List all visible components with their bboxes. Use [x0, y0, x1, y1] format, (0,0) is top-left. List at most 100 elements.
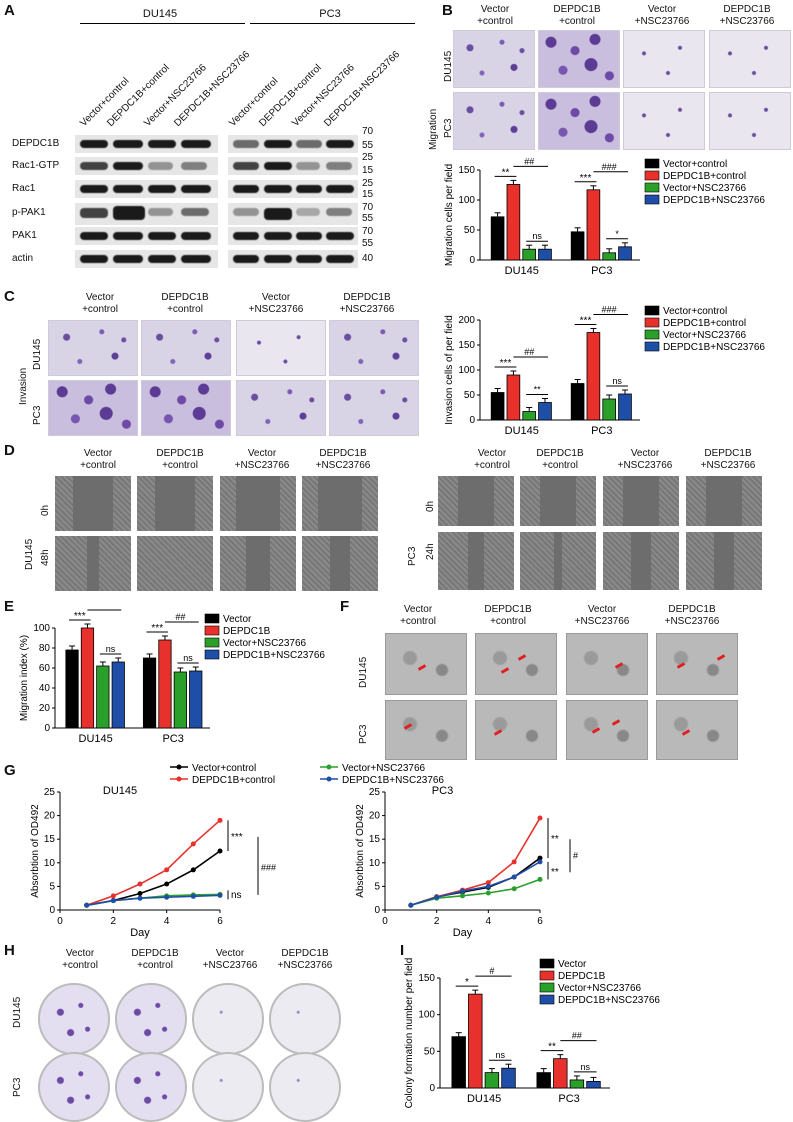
- sig-label: *: [465, 977, 469, 988]
- blot-row-label: PAK1: [12, 230, 37, 241]
- mw-marker: 55: [362, 213, 374, 224]
- colony-dish: [115, 1052, 187, 1122]
- y-axis-label: Migration index (%): [19, 635, 30, 721]
- y-tick-label: 200: [458, 315, 475, 326]
- phase-image: [385, 700, 467, 760]
- legend-label: Vector: [223, 614, 252, 625]
- bar: [65, 649, 79, 729]
- migration-image: [709, 30, 791, 88]
- blot-strip: [75, 157, 218, 175]
- data-point: [537, 859, 543, 865]
- series-line: [410, 861, 541, 907]
- legend-label: DEPDC1B+control: [663, 171, 746, 182]
- wound-image: [55, 536, 131, 591]
- data-point: [137, 890, 143, 896]
- mw-marker: 40: [362, 253, 374, 264]
- legend-swatch: [644, 317, 660, 328]
- y-tick-label: 60: [39, 663, 51, 674]
- blot-strip: [228, 135, 358, 153]
- legend-label: DEPDC1B+NSC23766: [663, 195, 765, 206]
- x-tick-label: PC3: [558, 1093, 579, 1105]
- invasion-image: [141, 380, 231, 436]
- side-label-pc3: PC3: [32, 405, 43, 425]
- legend-swatch: [204, 637, 220, 648]
- sig-label: ##: [98, 608, 108, 610]
- x-axis-label: Day: [453, 927, 473, 939]
- side-label-0h: 0h: [425, 500, 436, 512]
- invasion-image: [48, 380, 138, 436]
- mw-marker: 55: [362, 238, 374, 249]
- blot-strip: [228, 203, 358, 225]
- legend-label: Vector+NSC23766: [223, 638, 307, 649]
- data-point: [537, 876, 543, 882]
- data-point: [110, 893, 116, 899]
- sig-label: ***: [74, 611, 86, 622]
- sig-label: ns: [183, 653, 193, 663]
- bar: [570, 383, 585, 421]
- data-point: [485, 883, 491, 889]
- group-label: DEPDC1B +NSC23766: [700, 448, 756, 471]
- y-axis-label: Absorbtion of OD492: [30, 804, 41, 898]
- group-label: DEPDC1B +control: [131, 948, 179, 971]
- y-tick-label: 10: [369, 858, 381, 869]
- legend-swatch: [204, 625, 220, 636]
- sig-label: ##: [524, 156, 534, 166]
- group-label: DEPDC1B +control: [553, 4, 601, 27]
- phase-image: [385, 633, 467, 695]
- side-label-pc3: PC3: [407, 546, 418, 566]
- bar: [602, 398, 617, 421]
- data-point: [190, 867, 196, 873]
- bar: [96, 665, 110, 729]
- bar: [490, 216, 505, 261]
- blot-strip: [228, 250, 358, 268]
- group-label: DEPDC1B +NSC23766: [339, 292, 395, 315]
- bar: [522, 248, 537, 261]
- legend-swatch: [644, 194, 660, 205]
- legend-swatch: [204, 613, 220, 624]
- legend-marker: [176, 764, 182, 770]
- sig-label: **: [548, 1042, 556, 1053]
- mw-marker: 70: [362, 226, 374, 237]
- data-point: [434, 894, 440, 900]
- data-point: [460, 893, 465, 899]
- phase-image: [566, 700, 648, 760]
- sig-label: *: [615, 229, 619, 239]
- bar: [158, 639, 172, 729]
- wound-image: [302, 476, 378, 531]
- sig-label: ###: [602, 162, 617, 172]
- y-tick-label: 40: [39, 683, 51, 694]
- data-point: [408, 902, 414, 908]
- bar: [522, 411, 537, 421]
- legend-label: Vector+control: [192, 763, 256, 774]
- data-point: [164, 881, 170, 887]
- panel-label-b: B: [442, 2, 453, 19]
- side-label-du145: DU145: [24, 538, 35, 570]
- group-label: DEPDC1B +control: [156, 448, 204, 471]
- legend-label: Vector: [558, 959, 587, 970]
- wound-image: [520, 532, 596, 590]
- bar: [538, 402, 552, 421]
- colony-dish: [269, 1052, 341, 1122]
- legend-swatch: [539, 982, 555, 993]
- y-axis-label: Migration cells per field: [444, 164, 455, 266]
- legend-label: DEPDC1B+NSC23766: [663, 342, 765, 353]
- y-tick-label: 0: [49, 905, 55, 916]
- panel-label-f: F: [340, 598, 350, 615]
- sig-label: ###: [261, 863, 276, 873]
- wound-image: [220, 476, 296, 531]
- bar: [586, 332, 601, 421]
- x-tick-label: 4: [486, 916, 492, 927]
- wound-image: [686, 532, 762, 590]
- y-tick-label: 0: [469, 415, 475, 426]
- mw-marker: 15: [362, 189, 374, 200]
- data-point: [511, 874, 517, 880]
- legend-label: Vector+NSC23766: [558, 983, 642, 994]
- x-tick-label: 2: [111, 916, 117, 927]
- group-label: DEPDC1B +NSC23766: [719, 4, 775, 27]
- legend-marker: [326, 776, 332, 782]
- data-point: [537, 815, 543, 821]
- series-line: [86, 819, 221, 907]
- bar: [506, 183, 521, 261]
- legend-label: Vector+NSC23766: [663, 330, 747, 341]
